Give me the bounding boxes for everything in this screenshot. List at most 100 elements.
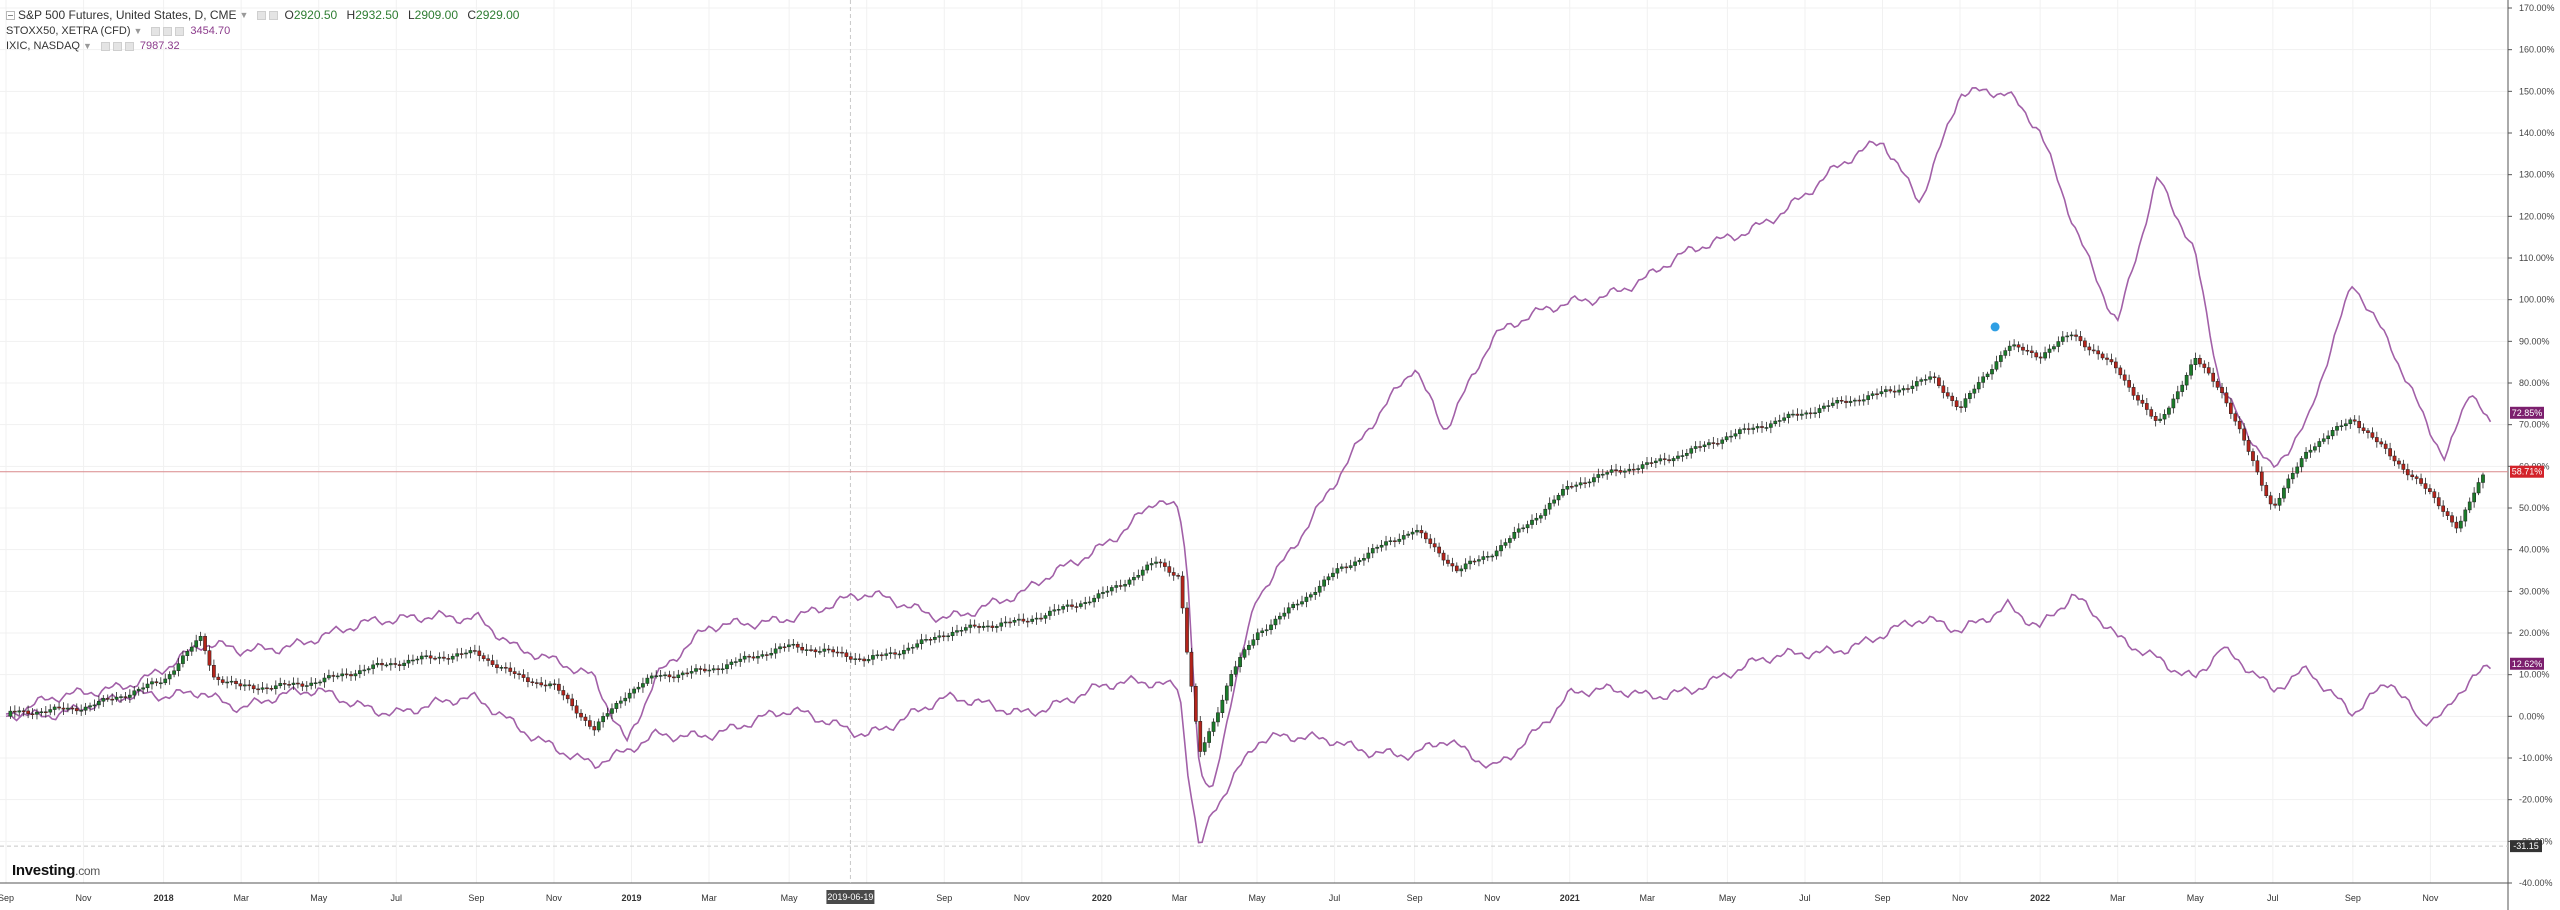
candle-body — [2003, 350, 2008, 356]
candle-body — [1269, 624, 1273, 630]
visibility-toggle-icon[interactable] — [151, 27, 161, 36]
candle-body — [194, 640, 199, 648]
ohlc-readout: O2920.50 H2932.50 L2909.00 C2929.00 — [284, 6, 525, 24]
candle-body — [1919, 379, 1924, 382]
candle-body — [1048, 610, 1052, 616]
candle-body — [1503, 542, 1508, 546]
candle-body — [477, 650, 482, 656]
candle-body — [17, 710, 22, 713]
candle-body — [1592, 477, 1596, 483]
legend-series2-name[interactable]: STOXX50, XETRA (CFD) — [6, 25, 131, 37]
candle-body — [2215, 381, 2220, 388]
candle-body — [234, 680, 238, 684]
candle-body — [2114, 361, 2118, 369]
candle-body — [402, 662, 406, 666]
candle-body — [579, 712, 583, 718]
candle-body — [1189, 651, 1194, 687]
candle-body — [1804, 412, 1809, 415]
chevron-down-icon[interactable]: ▼ — [239, 10, 249, 20]
y-tick-label: 50.00% — [2519, 503, 2550, 513]
candle-body — [1817, 408, 1822, 413]
candle-body — [415, 658, 420, 661]
candle-body — [729, 661, 734, 665]
candle-body — [2038, 356, 2043, 359]
legend-main-name[interactable]: S&P 500 Futures, United States, D, CME — [18, 8, 237, 22]
candle-body — [1994, 361, 1999, 370]
candle-body — [1008, 621, 1012, 624]
candle-body — [1662, 458, 1667, 460]
candle-body — [2091, 349, 2096, 352]
settings-icon[interactable] — [112, 42, 122, 51]
legend-series3-name[interactable]: IXIC, NASDAQ — [6, 40, 80, 52]
chevron-down-icon[interactable]: ▼ — [82, 41, 92, 51]
candle-body — [74, 708, 79, 712]
candle-body — [2299, 458, 2304, 468]
x-tick-label: Mar — [2110, 893, 2126, 903]
chevron-down-icon[interactable]: ▼ — [133, 26, 143, 36]
candle-body — [1777, 420, 1782, 422]
candle-body — [955, 630, 959, 633]
candle-body — [1552, 499, 1556, 504]
candle-body — [2290, 473, 2295, 480]
candle-body — [1375, 546, 1380, 549]
candle-body — [1985, 373, 1990, 378]
candle-body — [1875, 393, 1879, 396]
candle-body — [738, 658, 743, 662]
candle-body — [243, 684, 247, 687]
candle-body — [322, 677, 327, 683]
candle-body — [2016, 344, 2021, 348]
candle-body — [530, 681, 535, 684]
candle-body — [2029, 350, 2034, 353]
candle-body — [1870, 393, 1875, 396]
collapse-legend-icon[interactable] — [6, 10, 15, 20]
ohlc-close-value: 2929.00 — [476, 8, 520, 22]
candle-body — [1950, 395, 1955, 401]
candle-body — [1534, 517, 1539, 521]
candle-body — [2379, 441, 2384, 445]
candle-body — [1078, 603, 1083, 607]
candle-body — [1538, 515, 1543, 519]
candle-body — [287, 684, 291, 686]
candle-body — [203, 635, 207, 651]
candle-body — [698, 668, 703, 670]
candle-body — [902, 650, 906, 655]
candle-body — [521, 674, 526, 678]
candle-body — [2149, 409, 2154, 417]
candle-body — [1742, 428, 1747, 430]
candle-body — [1415, 530, 1419, 533]
candle-body — [437, 656, 442, 659]
settings-icon[interactable] — [163, 27, 173, 36]
candle-body — [614, 703, 619, 709]
candle-body — [2100, 353, 2105, 359]
candle-body — [632, 688, 636, 694]
candle-body — [384, 664, 389, 667]
candle-body — [2370, 432, 2375, 438]
visibility-toggle-icon[interactable] — [257, 10, 267, 20]
candle-body — [2233, 413, 2238, 422]
candle-body — [1198, 721, 1203, 752]
candle-body — [503, 667, 508, 669]
candle-body — [1689, 448, 1694, 454]
candle-body — [1379, 544, 1384, 548]
candle-body — [1463, 563, 1468, 570]
candle-body — [2047, 348, 2052, 353]
candle-body — [176, 663, 181, 672]
candle-body — [972, 624, 977, 627]
candle-body — [304, 685, 309, 687]
candle-body — [481, 655, 486, 659]
candle-body — [1286, 607, 1291, 614]
settings-icon[interactable] — [269, 10, 279, 20]
candle-body — [216, 676, 221, 680]
remove-series-icon[interactable] — [124, 42, 134, 51]
visibility-toggle-icon[interactable] — [100, 42, 110, 51]
ohlc-low-value: 2909.00 — [414, 8, 459, 22]
candle-body — [1658, 458, 1663, 462]
candle-body — [2401, 463, 2406, 470]
remove-series-icon[interactable] — [175, 27, 185, 36]
candle-body — [548, 683, 552, 687]
candle-body — [1587, 481, 1592, 484]
candle-body — [570, 698, 575, 707]
candle-body — [1127, 579, 1132, 585]
